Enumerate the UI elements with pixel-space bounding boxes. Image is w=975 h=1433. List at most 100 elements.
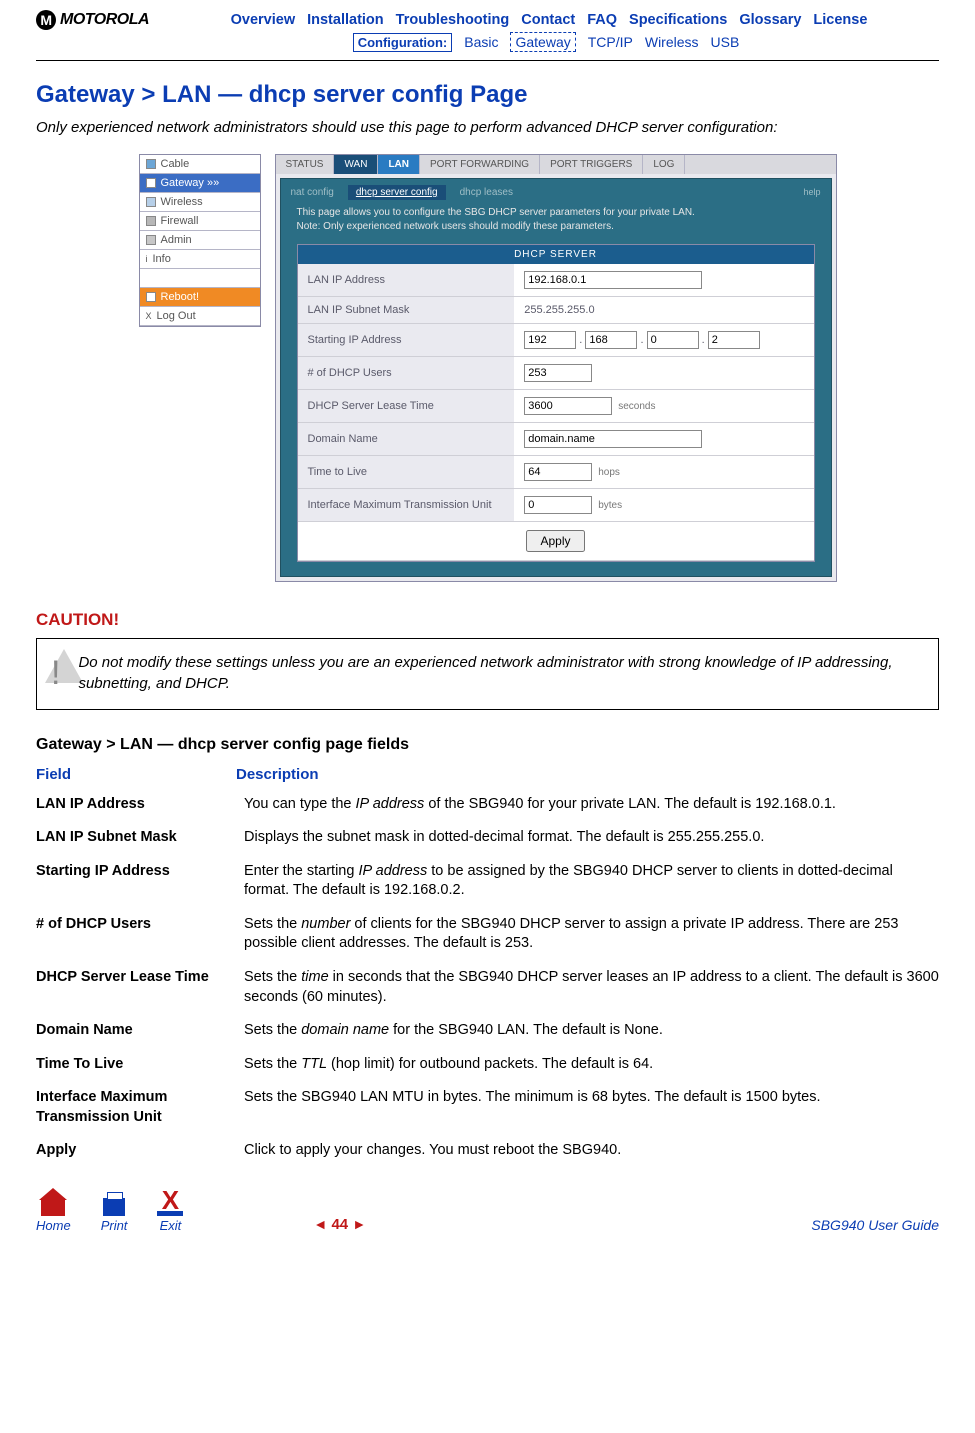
intro-text: Only experienced network administrators … xyxy=(36,119,939,136)
form-input[interactable] xyxy=(524,463,592,481)
sidebar-item[interactable]: Firewall xyxy=(140,212,260,231)
field-desc: Sets the time in seconds that the SBG940… xyxy=(244,968,939,1007)
page-nav[interactable]: ◄ 44 ► xyxy=(313,1216,366,1233)
field-row: Starting IP AddressEnter the starting IP… xyxy=(36,862,939,901)
sub-tabs: nat config dhcp server config dhcp lease… xyxy=(281,179,831,204)
field-name: Domain Name xyxy=(36,1021,244,1041)
page-number: 44 xyxy=(331,1216,348,1233)
subtab-dhcp-config[interactable]: dhcp server config xyxy=(348,185,446,200)
sidebar-item[interactable]: XLog Out xyxy=(140,307,260,326)
config-wireless[interactable]: Wireless xyxy=(645,34,699,50)
top-nav: M MOTOROLA Overview Installation Troublesh… xyxy=(36,10,939,50)
field-row: DHCP Server Lease TimeSets the time in s… xyxy=(36,968,939,1007)
nav-overview[interactable]: Overview xyxy=(231,12,296,28)
ip-octet-input[interactable] xyxy=(524,331,576,349)
caution-text: Do not modify these settings unless you … xyxy=(78,653,924,694)
field-name: LAN IP Address xyxy=(36,795,244,815)
form-label: Interface Maximum Transmission Unit xyxy=(298,488,515,521)
field-row: Interface Maximum Transmission UnitSets … xyxy=(36,1088,939,1127)
exit-button[interactable]: X Exit xyxy=(157,1191,183,1233)
sidebar-item[interactable]: Wireless xyxy=(140,193,260,212)
col-field: Field xyxy=(36,766,236,783)
form-input[interactable] xyxy=(524,430,702,448)
form-input[interactable] xyxy=(524,496,592,514)
divider xyxy=(36,60,939,61)
form-header: DHCP SERVER xyxy=(298,245,814,264)
field-desc: Sets the SBG940 LAN MTU in bytes. The mi… xyxy=(244,1088,939,1127)
form-input[interactable] xyxy=(524,397,612,415)
print-label: Print xyxy=(101,1218,128,1233)
sidebar-item xyxy=(140,269,260,288)
subtab-dhcp-leases[interactable]: dhcp leases xyxy=(460,187,513,198)
sidebar-item[interactable]: Admin xyxy=(140,231,260,250)
main-panel: STATUSWANLANPORT FORWARDINGPORT TRIGGERS… xyxy=(275,154,837,582)
field-row: # of DHCP UsersSets the number of client… xyxy=(36,915,939,954)
home-icon xyxy=(41,1198,65,1216)
form-input[interactable] xyxy=(524,271,702,289)
field-name: # of DHCP Users xyxy=(36,915,244,954)
nav-contact[interactable]: Contact xyxy=(521,12,575,28)
field-name: Interface Maximum Transmission Unit xyxy=(36,1088,244,1127)
motorola-icon: M xyxy=(36,10,56,30)
warning-icon: ! xyxy=(51,651,60,697)
field-desc: Displays the subnet mask in dotted-decim… xyxy=(244,828,939,848)
field-name: Starting IP Address xyxy=(36,862,244,901)
tab-wan[interactable]: WAN xyxy=(334,155,378,174)
tab-port-forwarding[interactable]: PORT FORWARDING xyxy=(420,155,540,174)
next-page-icon[interactable]: ► xyxy=(352,1216,366,1232)
nav-installation[interactable]: Installation xyxy=(307,12,384,28)
col-description: Description xyxy=(236,766,319,783)
exit-label: Exit xyxy=(160,1218,182,1233)
field-desc: Enter the starting IP address to be assi… xyxy=(244,862,939,901)
nav-specifications[interactable]: Specifications xyxy=(629,12,727,28)
prev-page-icon[interactable]: ◄ xyxy=(313,1216,327,1232)
caution-box: ! Do not modify these settings unless yo… xyxy=(36,638,939,710)
tab-port-triggers[interactable]: PORT TRIGGERS xyxy=(540,155,643,174)
nav-glossary[interactable]: Glossary xyxy=(739,12,801,28)
ip-octet-input[interactable] xyxy=(647,331,699,349)
form-table: LAN IP AddressLAN IP Subnet Mask255.255.… xyxy=(298,264,814,561)
tab-status[interactable]: STATUS xyxy=(276,155,335,174)
subtab-nat[interactable]: nat config xyxy=(291,187,334,198)
field-desc: Click to apply your changes. You must re… xyxy=(244,1141,939,1161)
field-name: Apply xyxy=(36,1141,244,1161)
field-row: Time To LiveSets the TTL (hop limit) for… xyxy=(36,1055,939,1075)
ip-octet-input[interactable] xyxy=(585,331,637,349)
brand-logo: M MOTOROLA xyxy=(36,10,149,30)
field-name: LAN IP Subnet Mask xyxy=(36,828,244,848)
config-tcp/ip[interactable]: TCP/IP xyxy=(588,34,633,50)
sidebar-item[interactable]: Cable xyxy=(140,155,260,174)
sidebar-item[interactable]: Reboot! xyxy=(140,288,260,307)
field-desc: Sets the number of clients for the SBG94… xyxy=(244,915,939,954)
config-gateway[interactable]: Gateway xyxy=(510,32,575,52)
guide-label: SBG940 User Guide xyxy=(811,1217,939,1233)
print-button[interactable]: Print xyxy=(101,1198,128,1233)
form-input[interactable] xyxy=(524,364,592,382)
field-name: Time To Live xyxy=(36,1055,244,1075)
nav-faq[interactable]: FAQ xyxy=(587,12,617,28)
sidebar-item[interactable]: iInfo xyxy=(140,250,260,269)
tab-lan[interactable]: LAN xyxy=(378,155,420,174)
form-label: Time to Live xyxy=(298,455,515,488)
field-name: DHCP Server Lease Time xyxy=(36,968,244,1007)
config-nav-row: Configuration: Basic Gateway TCP/IP Wireless… xyxy=(159,34,939,50)
sidebar-item[interactable]: Gateway »» xyxy=(140,174,260,193)
field-row: Domain NameSets the domain name for the … xyxy=(36,1021,939,1041)
help-link[interactable]: help xyxy=(803,187,820,197)
home-button[interactable]: Home xyxy=(36,1198,71,1233)
ip-octet-input[interactable] xyxy=(708,331,760,349)
field-row: LAN IP AddressYou can type the IP addres… xyxy=(36,795,939,815)
field-row: ApplyClick to apply your changes. You mu… xyxy=(36,1141,939,1161)
form-label: Starting IP Address xyxy=(298,323,515,356)
config-basic[interactable]: Basic xyxy=(464,34,498,50)
field-desc: Sets the TTL (hop limit) for outbound pa… xyxy=(244,1055,939,1075)
tab-log[interactable]: LOG xyxy=(643,155,685,174)
main-nav-row: Overview Installation Troubleshooting Conta… xyxy=(159,10,939,32)
config-usb[interactable]: USB xyxy=(711,34,740,50)
nav-license[interactable]: License xyxy=(813,12,867,28)
form-label: LAN IP Address xyxy=(298,264,515,297)
home-label: Home xyxy=(36,1218,71,1233)
nav-troubleshooting[interactable]: Troubleshooting xyxy=(396,12,510,28)
config-label: Configuration: xyxy=(353,33,453,52)
apply-button[interactable]: Apply xyxy=(526,530,584,552)
